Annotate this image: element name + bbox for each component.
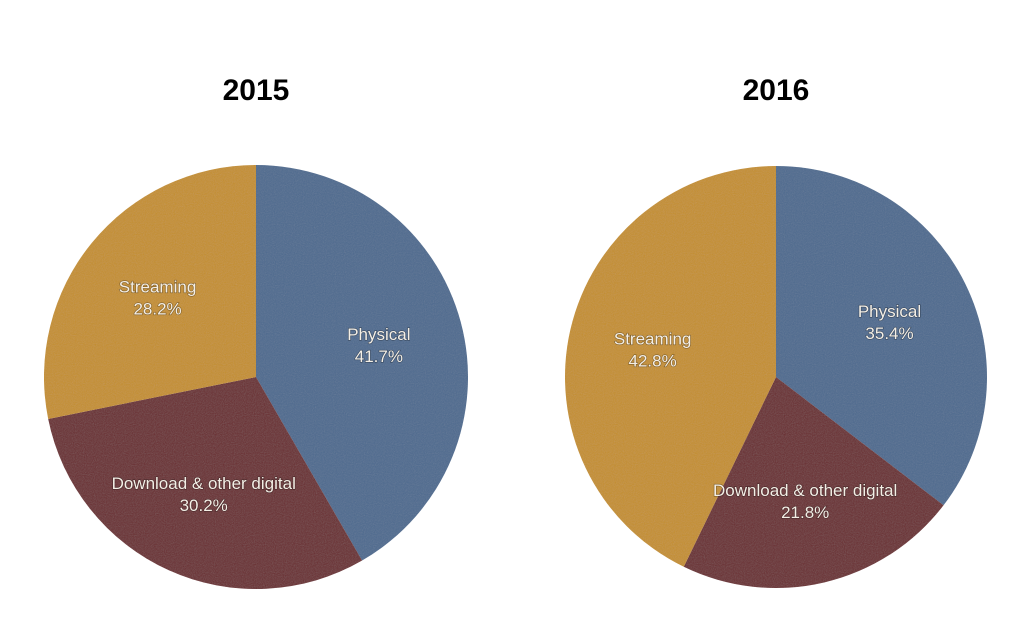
slice-label-physical: Physical bbox=[347, 325, 410, 344]
slice-label-download-other-digital: Download & other digital bbox=[713, 481, 897, 500]
pie-slice-download-other-digital-2015 bbox=[48, 377, 363, 590]
pie-2016: 2016 Physical 35.4% Download & other digit… bbox=[564, 74, 988, 589]
slice-value-download-other-digital: 21.8% bbox=[781, 503, 829, 522]
chart-title-2016: 2016 bbox=[743, 74, 810, 107]
slice-label-download-other-digital: Download & other digital bbox=[112, 474, 296, 493]
slice-value-streaming: 42.8% bbox=[629, 352, 677, 371]
chart-title-2015: 2015 bbox=[223, 74, 290, 107]
slice-value-streaming: 28.2% bbox=[133, 299, 181, 318]
slice-label-streaming: Streaming bbox=[119, 277, 196, 296]
slice-value-physical: 35.4% bbox=[865, 324, 913, 343]
pie-slice-physical-2016 bbox=[776, 166, 988, 506]
pie-2015: 2015 Physical 41.7% Download & other digit… bbox=[43, 74, 469, 590]
slice-label-physical: Physical bbox=[858, 302, 921, 321]
pie-slice-streaming-2016 bbox=[564, 166, 776, 567]
pie-slice-download-other-digital-2016 bbox=[683, 377, 944, 589]
pie-slice-streaming-2015 bbox=[43, 165, 256, 419]
slice-label-streaming: Streaming bbox=[614, 330, 691, 349]
pie-slice-physical-2015 bbox=[256, 165, 469, 561]
slice-value-physical: 41.7% bbox=[355, 347, 403, 366]
slice-value-download-other-digital: 30.2% bbox=[180, 496, 228, 515]
